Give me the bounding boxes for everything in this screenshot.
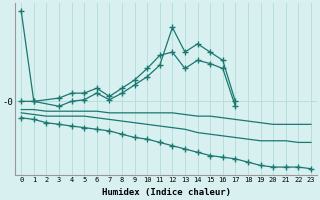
X-axis label: Humidex (Indice chaleur): Humidex (Indice chaleur) (101, 188, 231, 197)
